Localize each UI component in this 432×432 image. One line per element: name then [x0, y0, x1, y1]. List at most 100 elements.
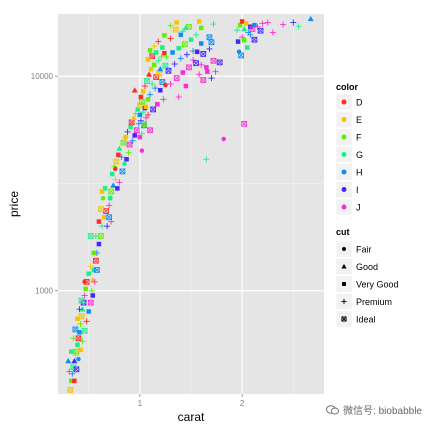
data-points	[65, 15, 314, 393]
data-point	[158, 53, 165, 60]
data-point	[153, 50, 159, 55]
data-point	[254, 23, 261, 30]
data-point	[115, 186, 120, 191]
data-point	[70, 364, 77, 371]
data-point	[235, 39, 241, 44]
data-point	[91, 250, 97, 256]
legend-cut-label: Good	[356, 262, 378, 272]
data-point	[106, 202, 113, 209]
data-point	[157, 66, 164, 72]
data-point	[176, 46, 181, 51]
data-point	[120, 139, 127, 146]
data-point	[137, 117, 144, 124]
data-point	[193, 60, 199, 67]
legend-color-label: D	[356, 98, 363, 108]
data-point	[101, 215, 107, 220]
data-point	[65, 358, 72, 364]
data-point	[177, 55, 184, 62]
legend-cut-title: cut	[336, 227, 350, 237]
data-point	[245, 45, 250, 50]
data-point	[178, 32, 184, 38]
data-point	[139, 148, 145, 153]
data-point	[77, 320, 84, 327]
data-point	[129, 137, 136, 144]
data-point	[78, 313, 85, 320]
legend-color-swatch	[341, 134, 347, 140]
data-point	[182, 41, 188, 48]
legend-cut-label: Very Good	[356, 280, 399, 290]
data-point	[200, 77, 207, 83]
data-point	[145, 111, 152, 118]
x-tick-label: 1	[138, 399, 143, 408]
data-point	[205, 69, 210, 74]
data-point	[162, 33, 167, 38]
data-point	[150, 106, 156, 113]
data-point	[239, 19, 245, 24]
data-point	[210, 21, 217, 28]
data-point	[125, 149, 132, 156]
data-point	[251, 36, 258, 43]
major-gridlines	[58, 14, 324, 394]
data-point	[172, 26, 179, 33]
legend-color-label: E	[356, 115, 362, 125]
data-point	[87, 263, 94, 270]
data-point	[139, 98, 145, 105]
data-point	[198, 41, 204, 46]
data-point	[238, 52, 244, 59]
data-point	[81, 327, 88, 334]
data-point	[87, 299, 94, 306]
data-point	[106, 214, 113, 221]
legend-cut-label: Premium	[356, 297, 392, 307]
data-point	[109, 171, 115, 177]
data-point	[86, 271, 91, 276]
data-point	[200, 51, 207, 57]
data-point	[135, 120, 142, 127]
legend-shape-swatch	[342, 247, 346, 251]
data-point	[132, 133, 137, 138]
legend-color-label: J	[356, 203, 361, 213]
data-point	[110, 182, 117, 188]
data-point	[173, 75, 180, 81]
data-point	[76, 356, 81, 362]
data-point	[71, 358, 78, 364]
data-point	[128, 124, 133, 130]
data-point	[221, 136, 226, 142]
data-point	[237, 22, 243, 28]
data-point	[69, 349, 74, 354]
data-point	[118, 154, 125, 161]
y-axis-title: price	[7, 191, 21, 217]
data-point	[133, 127, 140, 134]
data-point	[98, 223, 105, 230]
legend-color-title: color	[336, 82, 359, 92]
data-point	[206, 34, 213, 41]
data-point	[208, 75, 215, 82]
data-point	[138, 130, 145, 137]
data-point	[175, 94, 182, 101]
data-point	[93, 257, 99, 264]
data-point	[196, 19, 202, 24]
data-point	[144, 78, 150, 84]
data-point	[77, 330, 82, 335]
data-point	[243, 21, 249, 26]
data-point	[269, 29, 276, 36]
data-point	[170, 50, 175, 55]
data-point	[94, 267, 100, 273]
data-point	[145, 56, 151, 62]
data-point	[131, 87, 138, 93]
data-point	[141, 120, 147, 127]
watermark: 微信号: biobabble	[326, 402, 422, 417]
data-point	[88, 287, 95, 294]
data-point	[124, 128, 131, 135]
data-point	[116, 179, 123, 186]
data-point	[264, 19, 271, 26]
data-point	[148, 66, 154, 72]
data-point	[137, 134, 143, 140]
data-point	[186, 64, 192, 71]
data-point	[155, 38, 162, 45]
data-point	[162, 62, 169, 69]
data-point	[182, 24, 189, 31]
data-point	[280, 21, 287, 28]
data-point	[79, 306, 86, 312]
legend-color-swatch	[341, 187, 347, 192]
data-point	[72, 378, 77, 384]
